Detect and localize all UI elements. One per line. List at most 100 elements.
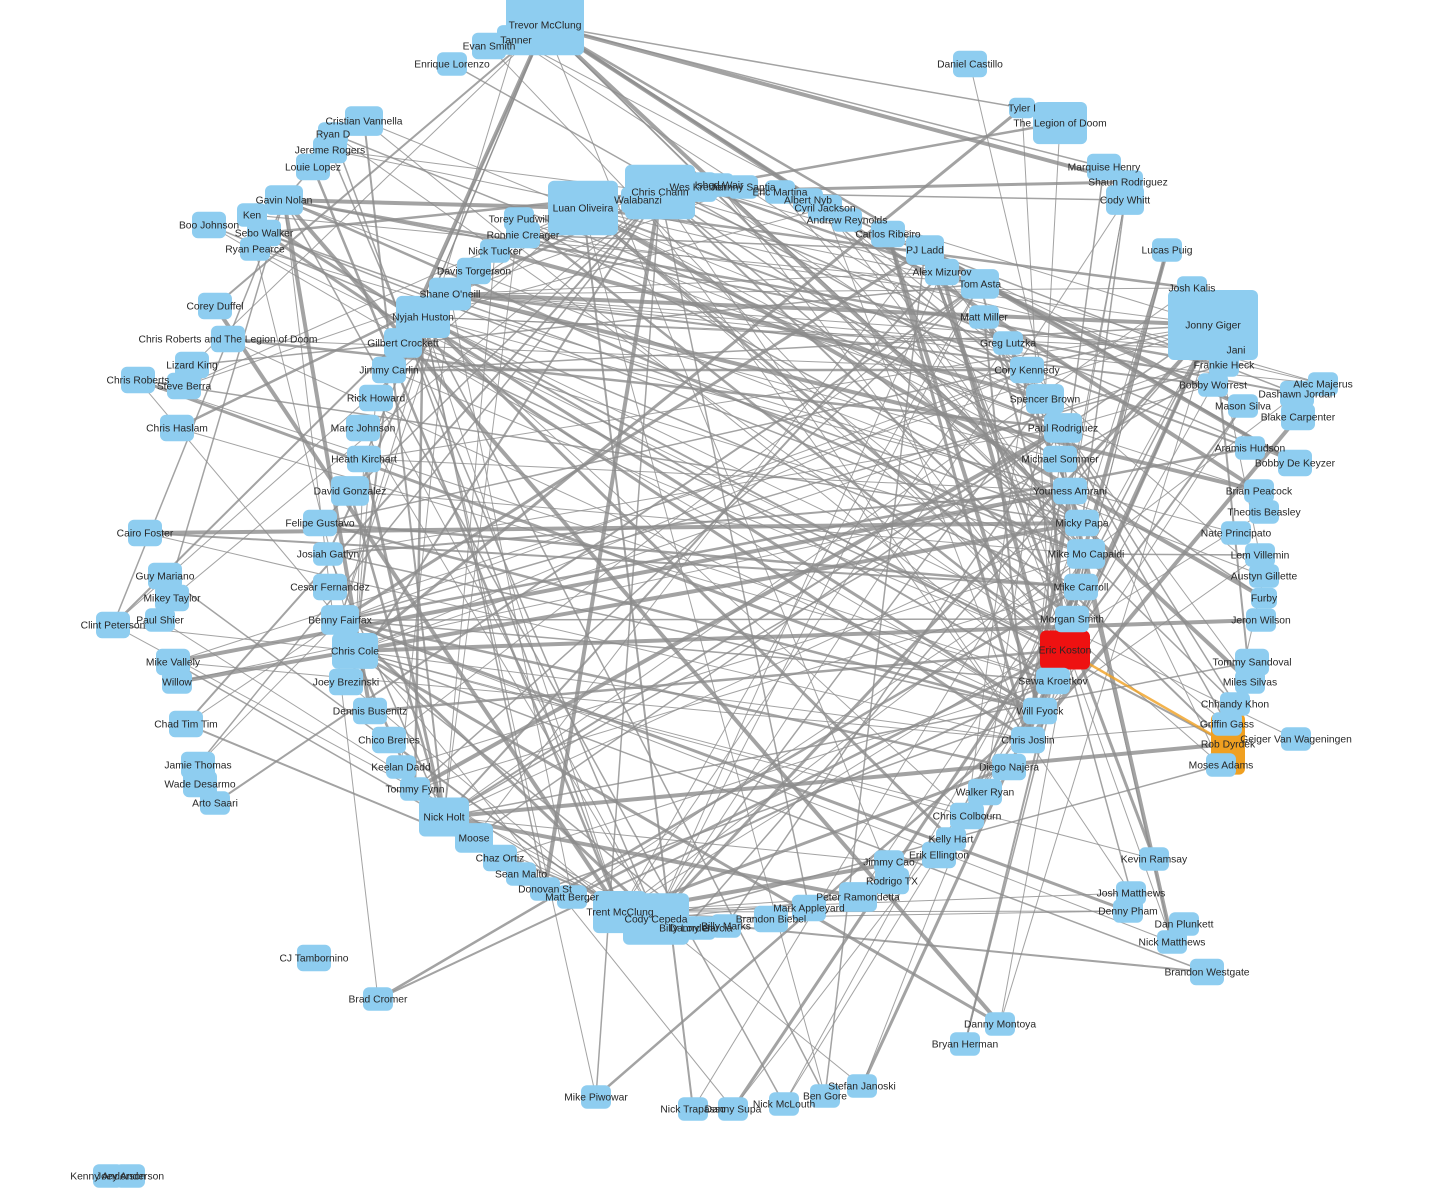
svg-text:Kelly Hart: Kelly Hart bbox=[929, 834, 974, 845]
svg-text:Dan Plunkett: Dan Plunkett bbox=[1155, 919, 1214, 930]
svg-text:Erik Ellington: Erik Ellington bbox=[909, 850, 969, 861]
svg-text:Chad Tim Tim: Chad Tim Tim bbox=[154, 719, 218, 730]
svg-text:Daniel Castillo: Daniel Castillo bbox=[937, 59, 1003, 70]
svg-text:Mark Appleyard: Mark Appleyard bbox=[773, 903, 845, 914]
svg-text:Rob Dyrdek: Rob Dyrdek bbox=[1201, 739, 1256, 750]
svg-text:Willow: Willow bbox=[162, 677, 192, 688]
svg-text:Bobby Worrest: Bobby Worrest bbox=[1179, 380, 1247, 391]
svg-text:Boo Johnson: Boo Johnson bbox=[179, 220, 239, 231]
svg-text:Danny Montoya: Danny Montoya bbox=[964, 1019, 1036, 1030]
svg-text:Will Fyock: Will Fyock bbox=[1017, 706, 1065, 717]
svg-text:Heath Kirchart: Heath Kirchart bbox=[331, 454, 397, 465]
svg-text:Geiger Van Wageningen: Geiger Van Wageningen bbox=[1240, 734, 1352, 745]
svg-text:Tyler I: Tyler I bbox=[1008, 103, 1036, 114]
svg-text:Austyn Gillette: Austyn Gillette bbox=[1231, 571, 1298, 582]
svg-text:Torey Pudwill: Torey Pudwill bbox=[489, 214, 550, 225]
svg-text:Jamie Thomas: Jamie Thomas bbox=[164, 760, 231, 771]
svg-text:Youness Amrani: Youness Amrani bbox=[1033, 486, 1107, 497]
svg-text:Griffin Gass: Griffin Gass bbox=[1200, 719, 1254, 730]
svg-text:Jonny Giger: Jonny Giger bbox=[1185, 320, 1241, 331]
svg-text:Brandon Westgate: Brandon Westgate bbox=[1164, 967, 1249, 978]
svg-text:CJ Tambornino: CJ Tambornino bbox=[279, 953, 348, 964]
svg-text:Mason Silva: Mason Silva bbox=[1215, 401, 1271, 412]
svg-text:Paul Rodriguez: Paul Rodriguez bbox=[1028, 423, 1098, 434]
svg-text:Chris Roberts: Chris Roberts bbox=[107, 375, 170, 386]
svg-text:Shaun Rodriguez: Shaun Rodriguez bbox=[1088, 177, 1168, 188]
svg-text:Tommy Fynn: Tommy Fynn bbox=[386, 784, 445, 795]
svg-text:Arto Saari: Arto Saari bbox=[192, 798, 238, 809]
svg-text:Enrique Lorenzo: Enrique Lorenzo bbox=[414, 59, 490, 70]
svg-text:Keelan Dadd: Keelan Dadd bbox=[371, 762, 431, 773]
svg-text:Nick Tucker: Nick Tucker bbox=[468, 246, 522, 257]
svg-text:Walabanzi: Walabanzi bbox=[614, 195, 662, 206]
svg-text:Jani: Jani bbox=[1227, 345, 1246, 356]
svg-text:Andrew Reynolds: Andrew Reynolds bbox=[807, 215, 888, 226]
svg-text:Ken: Ken bbox=[243, 210, 262, 221]
svg-text:Eric Koston: Eric Koston bbox=[1039, 645, 1092, 656]
svg-text:Louie Lopez: Louie Lopez bbox=[285, 162, 341, 173]
svg-text:Sewa Kroetkov: Sewa Kroetkov bbox=[1018, 676, 1088, 687]
svg-text:Benny Fairfax: Benny Fairfax bbox=[308, 615, 372, 626]
svg-text:Alex Mizurov: Alex Mizurov bbox=[913, 267, 973, 278]
svg-text:Bobby De Keyzer: Bobby De Keyzer bbox=[1255, 458, 1336, 469]
svg-text:Guy Mariano: Guy Mariano bbox=[136, 571, 195, 582]
svg-text:Nate Principato: Nate Principato bbox=[1201, 528, 1272, 539]
svg-text:Sean Malto: Sean Malto bbox=[495, 869, 547, 880]
svg-text:Brandon Biebel: Brandon Biebel bbox=[736, 914, 806, 925]
svg-text:Marc Johnson: Marc Johnson bbox=[331, 423, 396, 434]
svg-text:Chhandy Khon: Chhandy Khon bbox=[1201, 699, 1269, 710]
svg-text:Rick Howard: Rick Howard bbox=[347, 393, 406, 404]
svg-text:PJ Ladd: PJ Ladd bbox=[906, 245, 944, 256]
svg-text:Nick McLouth: Nick McLouth bbox=[753, 1099, 816, 1110]
svg-text:Jimmy Carlin: Jimmy Carlin bbox=[359, 365, 419, 376]
svg-text:Felipe Gustavo: Felipe Gustavo bbox=[285, 518, 355, 529]
svg-text:Ronnie Creager: Ronnie Creager bbox=[487, 230, 560, 241]
svg-text:Jereme Rogers: Jereme Rogers bbox=[295, 145, 365, 156]
svg-text:Chris Haslam: Chris Haslam bbox=[146, 423, 208, 434]
svg-text:Blake Carpenter: Blake Carpenter bbox=[1261, 412, 1336, 423]
svg-text:Corey Duffel: Corey Duffel bbox=[186, 301, 243, 312]
svg-text:Nick Trapasso: Nick Trapasso bbox=[660, 1104, 726, 1115]
svg-text:Lizard King: Lizard King bbox=[166, 360, 218, 371]
svg-text:Tommy Sandoval: Tommy Sandoval bbox=[1213, 657, 1292, 668]
svg-text:Kevin Ramsay: Kevin Ramsay bbox=[1121, 854, 1188, 865]
svg-text:Dennis Busenitz: Dennis Busenitz bbox=[333, 706, 407, 717]
svg-text:Peter Ramondetta: Peter Ramondetta bbox=[816, 892, 900, 903]
svg-text:Cristian Vannella: Cristian Vannella bbox=[325, 116, 402, 127]
svg-text:Nyjah Huston: Nyjah Huston bbox=[392, 312, 454, 323]
svg-text:Cody Whitt: Cody Whitt bbox=[1100, 195, 1150, 206]
svg-text:Gavin Nolan: Gavin Nolan bbox=[256, 195, 313, 206]
svg-text:Brad Cromer: Brad Cromer bbox=[349, 994, 409, 1005]
svg-text:Mikey Taylor: Mikey Taylor bbox=[143, 593, 201, 604]
svg-text:Carlos Ribeiro: Carlos Ribeiro bbox=[855, 229, 921, 240]
svg-text:Bryan Herman: Bryan Herman bbox=[932, 1039, 999, 1050]
svg-text:Chris Roberts and The Legion o: Chris Roberts and The Legion of Doom bbox=[139, 334, 318, 345]
svg-text:Chaz Ortiz: Chaz Ortiz bbox=[476, 853, 525, 864]
svg-text:Josiah Gatlyn: Josiah Gatlyn bbox=[297, 549, 360, 560]
svg-text:Sebo Walker: Sebo Walker bbox=[235, 228, 294, 239]
svg-text:Gilbert Crockett: Gilbert Crockett bbox=[367, 338, 439, 349]
svg-text:Chris Joslin: Chris Joslin bbox=[1001, 735, 1054, 746]
svg-text:Ryan Pearce: Ryan Pearce bbox=[225, 244, 285, 255]
svg-text:Mike Piwowar: Mike Piwowar bbox=[564, 1092, 628, 1103]
svg-text:Rodrigo TX: Rodrigo TX bbox=[866, 876, 918, 887]
svg-text:Mike Vallely: Mike Vallely bbox=[146, 657, 201, 668]
svg-text:Chico Brenes: Chico Brenes bbox=[358, 735, 420, 746]
svg-text:Furby: Furby bbox=[1251, 593, 1278, 604]
svg-text:Walker Ryan: Walker Ryan bbox=[956, 787, 1015, 798]
svg-text:Miles Silvas: Miles Silvas bbox=[1223, 677, 1277, 688]
svg-text:Cory Kennedy: Cory Kennedy bbox=[994, 365, 1060, 376]
svg-text:Cyril Jackson: Cyril Jackson bbox=[794, 203, 855, 214]
svg-text:Ryan D: Ryan D bbox=[316, 129, 350, 140]
svg-text:Josh Kalis: Josh Kalis bbox=[1169, 283, 1216, 294]
svg-text:Jimmy Cao: Jimmy Cao bbox=[863, 857, 915, 868]
svg-text:Diego Najera: Diego Najera bbox=[979, 762, 1039, 773]
svg-text:Nick Matthews: Nick Matthews bbox=[1139, 937, 1206, 948]
svg-text:Josh Matthews: Josh Matthews bbox=[1097, 888, 1166, 899]
svg-text:Chris Colbourn: Chris Colbourn bbox=[933, 811, 1002, 822]
svg-text:Jeron Wilson: Jeron Wilson bbox=[1231, 615, 1291, 626]
svg-text:Joey Brezinski: Joey Brezinski bbox=[313, 677, 379, 688]
svg-text:Cesar Fernandez: Cesar Fernandez bbox=[290, 582, 370, 593]
svg-text:Evan Smith: Evan Smith bbox=[463, 41, 516, 52]
svg-text:Moose: Moose bbox=[459, 833, 490, 844]
